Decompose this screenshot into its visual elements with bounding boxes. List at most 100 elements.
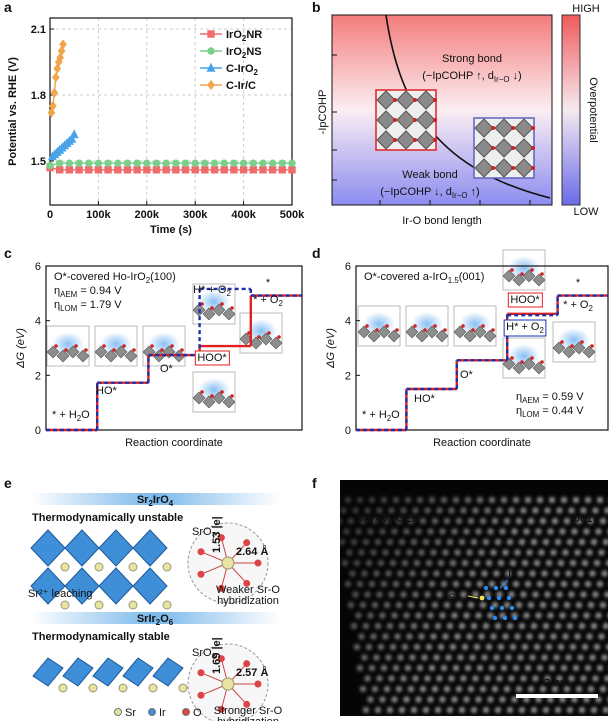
banner-label: SrIr2O6 (137, 613, 174, 627)
state: unstable (138, 512, 183, 524)
atom-column (354, 644, 360, 650)
atom-column (394, 633, 401, 640)
atom-column (384, 518, 390, 524)
atom-column (366, 644, 372, 650)
atom-column (592, 591, 599, 598)
atom-column (459, 539, 465, 545)
atom-column (543, 623, 549, 629)
atom-column (384, 602, 390, 608)
atom (94, 562, 104, 572)
atom-column (487, 528, 494, 535)
legend-label-part: 2 (254, 68, 259, 77)
marker (268, 159, 277, 167)
label-box (503, 319, 547, 337)
atom-column (604, 591, 608, 598)
polyhedron-label-part: SrO (192, 526, 212, 538)
ir-column (512, 615, 518, 621)
atom-column (432, 602, 438, 608)
octahedron (396, 130, 416, 150)
atom-column (490, 549, 497, 556)
atom-column (579, 623, 585, 629)
marker (220, 166, 228, 174)
atom-column (463, 528, 470, 535)
ir-column (499, 605, 505, 611)
atom-column (564, 518, 570, 524)
atom-column (420, 518, 426, 524)
marker (191, 166, 199, 174)
marker (114, 166, 122, 174)
octahedron (494, 138, 514, 158)
atom (88, 683, 98, 693)
atom-column (519, 707, 525, 713)
atom-column (375, 539, 381, 545)
leaching-label: Sr²⁺ leaching (28, 588, 93, 600)
atom-column (515, 718, 521, 721)
legend-label-part: NR (246, 29, 262, 41)
atom-column (357, 581, 363, 587)
atom-column (540, 602, 546, 608)
atom-column (559, 612, 566, 619)
hybridization-label: hybridization (217, 595, 279, 607)
label-box (507, 292, 543, 308)
atom-column (412, 507, 419, 514)
atom (197, 691, 205, 699)
octahedron (202, 395, 216, 409)
atom-column (399, 623, 405, 629)
atom-column (364, 591, 371, 598)
atom (531, 126, 535, 130)
atom-column (357, 665, 363, 671)
atom (540, 272, 544, 276)
atom (540, 360, 544, 364)
overpotential-label-part: AEM (60, 290, 77, 299)
atom-column (388, 507, 395, 514)
atom-column (550, 549, 557, 556)
atom-column (579, 539, 585, 545)
atom-column (469, 570, 476, 577)
panel-title-part: (100) (150, 271, 176, 283)
atom-column (532, 507, 539, 514)
octahedron (212, 303, 226, 317)
octahedron (494, 118, 514, 138)
marker (210, 159, 219, 167)
atom-column (471, 623, 477, 629)
atom-column (595, 612, 602, 619)
atom-column (372, 518, 378, 524)
atom (162, 600, 172, 610)
banner-label-part: O (160, 613, 169, 625)
atom-column (382, 633, 389, 640)
atom-column (499, 528, 506, 535)
atom (243, 539, 251, 547)
atom-column (474, 560, 480, 566)
panel-title-part: O*-covered Ho-IrO (54, 271, 146, 283)
atom-column (531, 539, 537, 545)
marker (220, 159, 228, 167)
octahedron (552, 341, 566, 355)
atom-column (571, 528, 578, 535)
atom-column (451, 696, 458, 703)
atom-column (525, 497, 531, 503)
atom-column (564, 686, 570, 692)
level-label-part: H* + O (506, 321, 540, 333)
atom-column (544, 675, 551, 682)
atom-column (585, 497, 591, 503)
marker (85, 166, 93, 174)
atom-column (555, 623, 561, 629)
atom-column (484, 507, 491, 514)
atom (217, 584, 225, 592)
atom-column (355, 612, 362, 619)
octahedron (514, 138, 534, 158)
atom-column (516, 518, 522, 524)
hybridization-label: Stronger Sr-O (214, 705, 283, 717)
atom-column (393, 665, 399, 671)
atom-column (462, 644, 468, 650)
ir-column (492, 615, 498, 621)
octahedron (514, 158, 534, 178)
atom-column (390, 644, 396, 650)
y-tick-label: 1.5 (31, 156, 46, 168)
marker (201, 166, 209, 174)
atom-column (349, 570, 356, 577)
octahedron (377, 325, 391, 339)
atom-column (561, 497, 567, 503)
atom-column (432, 686, 438, 692)
octahedron (582, 345, 596, 359)
